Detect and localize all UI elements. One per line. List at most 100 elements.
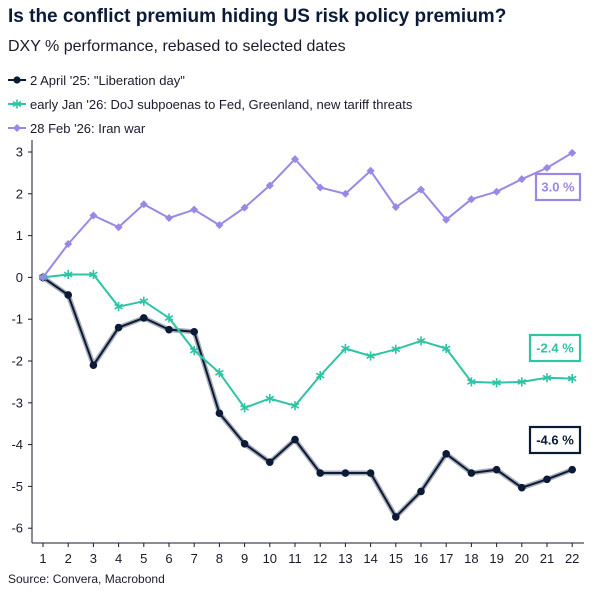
data-point (467, 195, 476, 204)
data-point (89, 211, 98, 220)
y-tick-label: -1 (11, 312, 23, 327)
data-point (366, 469, 375, 477)
data-point (215, 221, 224, 230)
series-1 (38, 269, 577, 413)
data-point (139, 200, 148, 209)
data-point (467, 377, 476, 387)
data-point (567, 373, 577, 384)
x-tick-label: 5 (140, 551, 147, 566)
legend-label-iran-war: 28 Feb '26: Iran war (30, 120, 146, 136)
end-value-label: -2.4 % (536, 341, 574, 356)
data-point (416, 336, 426, 346)
legend-item-iran-war: 28 Feb '26: Iran war (6, 116, 412, 140)
data-point (543, 475, 551, 484)
data-point (467, 469, 476, 477)
data-point (240, 203, 249, 212)
legend: 2 April '25: "Liberation day" early Jan … (6, 68, 412, 140)
legend-swatch-diamond-icon (8, 124, 26, 132)
x-tick-label: 22 (565, 551, 579, 566)
data-point (568, 148, 577, 157)
series-line (42, 273, 573, 409)
data-point (114, 323, 123, 332)
series-0 (39, 273, 576, 521)
x-tick-label: 14 (363, 551, 377, 566)
y-tick-label: 3 (16, 145, 23, 160)
data-point (542, 373, 552, 383)
x-tick-label: 2 (65, 551, 72, 566)
data-point (492, 187, 501, 196)
data-point (442, 215, 451, 224)
series-line (42, 151, 573, 279)
series-2 (39, 148, 577, 282)
x-tick-label: 15 (389, 551, 403, 566)
data-point (568, 465, 576, 474)
x-tick-label: 1 (39, 551, 46, 566)
y-tick-label: -3 (11, 395, 23, 410)
data-point (240, 439, 249, 448)
data-point (341, 469, 350, 477)
data-point (64, 239, 73, 248)
data-point (391, 203, 400, 212)
x-tick-label: 20 (515, 551, 529, 566)
x-tick-label: 13 (338, 551, 352, 566)
y-tick-label: 0 (16, 270, 23, 285)
data-point (517, 175, 526, 184)
end-value-label: 3.0 % (541, 180, 575, 195)
y-tick-label: -6 (11, 521, 23, 536)
end-value-badge (534, 172, 582, 202)
data-point (190, 205, 199, 214)
data-point (189, 345, 199, 356)
data-point (39, 273, 47, 282)
data-point (441, 343, 451, 354)
data-point (417, 185, 425, 194)
chart-title: Is the conflict premium hiding US risk p… (8, 6, 507, 27)
data-point (266, 458, 274, 466)
data-point (315, 371, 325, 381)
data-point (492, 465, 501, 474)
data-point (316, 469, 325, 477)
data-point (114, 223, 123, 232)
data-point (291, 155, 299, 164)
data-point (164, 313, 174, 323)
data-point (391, 344, 401, 354)
data-point (89, 361, 98, 369)
data-point (165, 325, 173, 334)
data-point (265, 394, 275, 404)
y-tick-label: -4 (11, 437, 23, 452)
series-line (42, 276, 573, 518)
data-point (366, 166, 375, 175)
data-point (290, 401, 300, 411)
x-tick-label: 4 (115, 551, 122, 566)
data-point (442, 449, 451, 458)
y-tick-label: -5 (11, 479, 23, 494)
x-tick-label: 7 (191, 551, 198, 566)
data-point (366, 351, 375, 361)
data-point (291, 435, 299, 444)
data-point (392, 513, 400, 521)
data-point (165, 214, 173, 223)
series-line-shadow (41, 275, 574, 520)
end-value-badge (528, 333, 582, 363)
data-point (190, 327, 198, 336)
data-point (63, 269, 73, 280)
legend-label-liberation-day: 2 April '25: "Liberation day" (30, 72, 185, 88)
x-tick-label: 21 (540, 551, 554, 566)
end-value-badge (528, 425, 582, 455)
data-point (492, 378, 501, 388)
x-tick-label: 3 (90, 551, 97, 566)
data-point (240, 403, 249, 413)
y-tick-label: -2 (11, 354, 23, 369)
x-tick-label: 8 (216, 551, 223, 566)
x-tick-label: 6 (165, 551, 172, 566)
data-point (417, 487, 425, 496)
y-tick-label: 2 (16, 186, 23, 201)
source-note: Source: Convera, Macrobond (8, 572, 165, 586)
x-tick-label: 19 (489, 551, 503, 566)
data-point (543, 163, 551, 172)
x-tick-label: 16 (414, 551, 428, 566)
data-point (341, 189, 350, 198)
legend-item-doj-subpoenas: early Jan '26: DoJ subpoenas to Fed, Gre… (6, 92, 412, 116)
data-point (114, 302, 123, 312)
x-tick-label: 17 (439, 551, 453, 566)
x-tick-label: 12 (313, 551, 327, 566)
